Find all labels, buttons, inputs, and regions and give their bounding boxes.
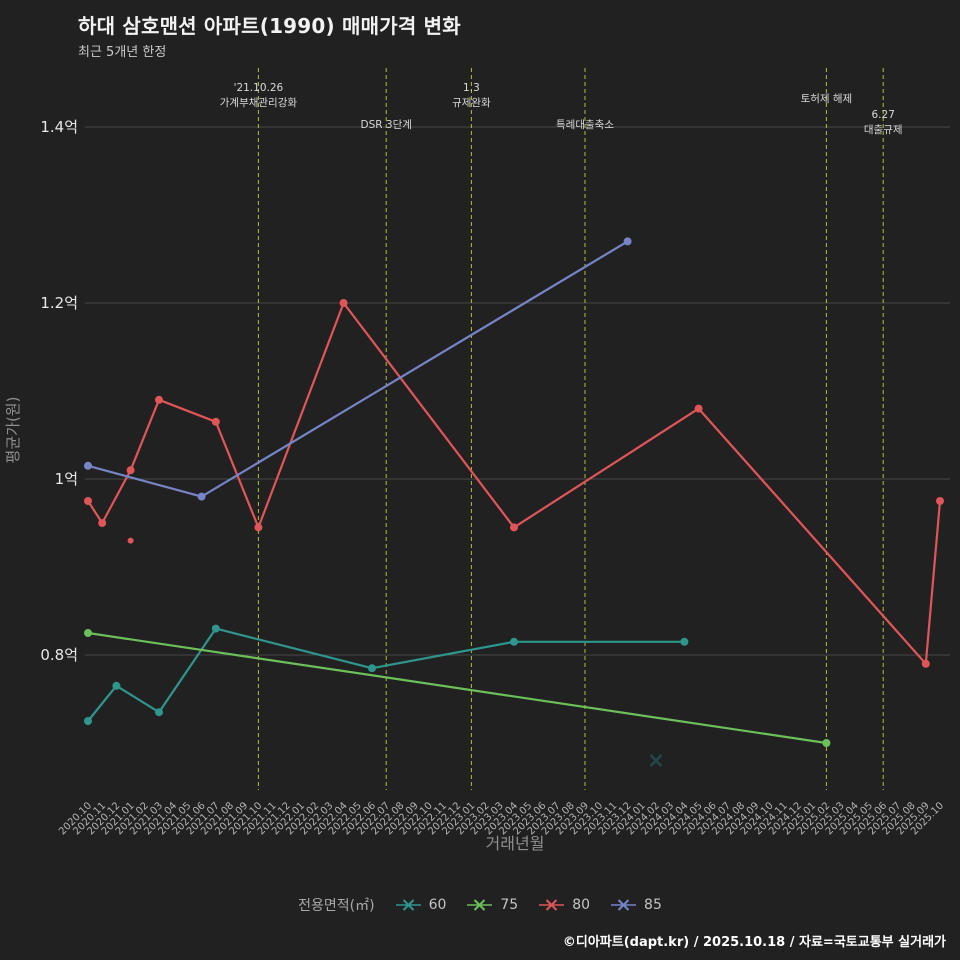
legend-items: 60 75 80 85 bbox=[395, 897, 662, 913]
chart-title: 하대 삼호맨션 아파트(1990) 매매가격 변화 bbox=[78, 14, 461, 38]
event-label: 1.3 bbox=[463, 82, 480, 94]
event-label: 규제완화 bbox=[452, 96, 491, 109]
data-point-80 bbox=[921, 659, 930, 668]
legend-item-label: 85 bbox=[644, 897, 662, 913]
data-point-80 bbox=[254, 523, 263, 532]
y-tick-label: 1.4억 bbox=[40, 118, 78, 136]
data-point-60 bbox=[510, 637, 518, 646]
event-label: '21.10.26 bbox=[234, 82, 284, 94]
legend-item-label: 80 bbox=[572, 897, 591, 913]
y-tick-label: 1억 bbox=[55, 470, 78, 488]
price-chart: 0.8억1억1.2억1.4억2020.102020.112020.122021.… bbox=[4, 68, 950, 853]
legend-item-75[interactable]: 75 bbox=[466, 897, 518, 913]
cancel-x-marker bbox=[649, 754, 663, 768]
data-point-80 bbox=[339, 299, 348, 307]
data-point-80 bbox=[84, 497, 92, 505]
data-point-80 bbox=[936, 497, 944, 505]
data-point-80 bbox=[211, 417, 220, 426]
legend-item-85[interactable]: 85 bbox=[610, 897, 662, 913]
event-label: 6.27 bbox=[872, 109, 895, 121]
data-point-85 bbox=[197, 492, 206, 501]
legend-item-60[interactable]: 60 bbox=[395, 897, 447, 913]
legend-item-label: 75 bbox=[500, 897, 519, 913]
data-point-60 bbox=[680, 637, 689, 646]
data-point-80 bbox=[98, 519, 107, 527]
legend-marker-icon bbox=[539, 899, 565, 911]
legend-marker-icon bbox=[611, 899, 637, 911]
legend: 전용면적(㎡) 60 75 80 85 bbox=[0, 893, 960, 917]
legend-item-80[interactable]: 80 bbox=[538, 897, 590, 913]
series-line-80 bbox=[87, 301, 942, 665]
data-point-60 bbox=[211, 624, 220, 633]
data-point-60 bbox=[84, 717, 92, 725]
data-point-80 bbox=[155, 395, 163, 404]
data-point-60 bbox=[368, 664, 376, 673]
legend-item-label: 60 bbox=[428, 897, 447, 913]
event-label: 대출규제 bbox=[864, 124, 903, 136]
series-line-75 bbox=[87, 631, 827, 745]
legend-marker-icon bbox=[395, 899, 421, 911]
legend-marker-icon bbox=[467, 899, 493, 911]
data-point-60 bbox=[155, 708, 163, 717]
event-label: DSR 3단계 bbox=[361, 119, 412, 131]
y-tick-label: 1.2억 bbox=[40, 294, 78, 312]
data-point-85 bbox=[84, 461, 92, 470]
data-point-75 bbox=[84, 629, 92, 637]
data-point-75 bbox=[822, 739, 831, 747]
y-axis-title: 평균가(원) bbox=[4, 397, 22, 464]
legend-title: 전용면적(㎡) bbox=[298, 898, 375, 914]
event-label: 특례대출축소 bbox=[556, 119, 614, 131]
isolated-point-80 bbox=[127, 537, 134, 544]
data-point-80 bbox=[510, 523, 518, 532]
chart-subtitle: 최근 5개년 한정 bbox=[78, 45, 167, 60]
event-label: 토허제 해제 bbox=[801, 92, 853, 105]
source-credit: ©디아파트(dapt.kr) / 2025.10.18 / 자료=국토교통부 실… bbox=[562, 935, 946, 950]
event-label: 가계부채관리강화 bbox=[220, 97, 298, 109]
data-point-80 bbox=[126, 466, 135, 475]
data-point-60 bbox=[112, 681, 121, 690]
data-point-85 bbox=[623, 237, 632, 246]
series-line-85 bbox=[87, 240, 629, 498]
x-axis-title: 거래년월 bbox=[486, 834, 545, 853]
y-tick-label: 0.8억 bbox=[40, 646, 78, 664]
data-point-80 bbox=[694, 404, 703, 413]
